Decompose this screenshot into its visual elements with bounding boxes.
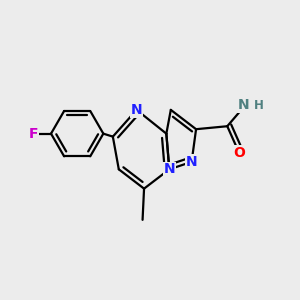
Text: O: O [233, 146, 245, 160]
Text: N: N [164, 162, 175, 176]
Text: N: N [186, 155, 197, 169]
Text: F: F [28, 127, 38, 141]
Text: H: H [254, 99, 264, 112]
Text: N: N [131, 103, 142, 117]
Text: N: N [238, 98, 249, 112]
